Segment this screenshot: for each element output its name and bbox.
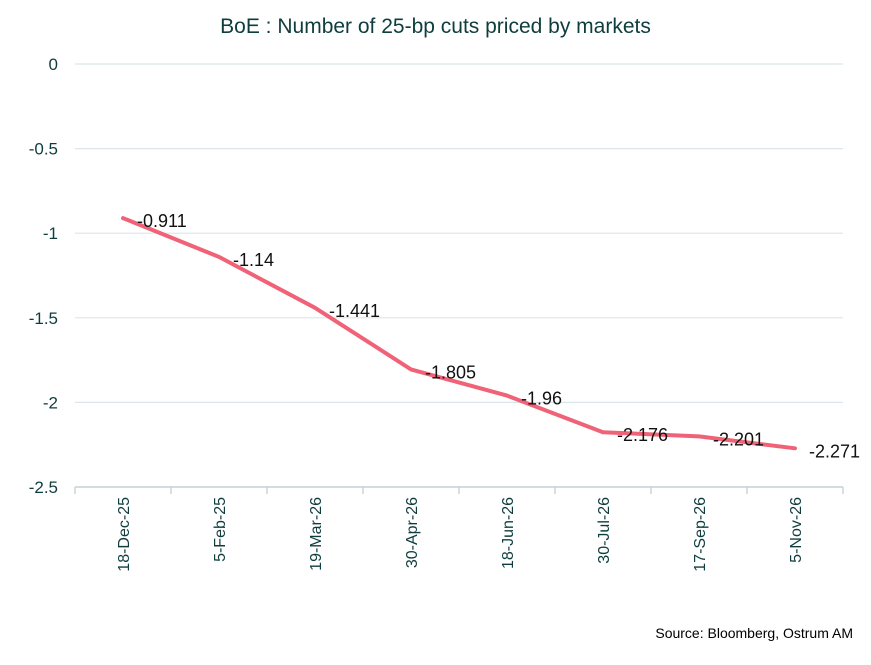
data-labels: -0.911 -1.14 -1.441 -1.805 -1.96 -2.176 -2.201… — [137, 211, 860, 461]
data-label: -2.271 — [809, 441, 860, 461]
y-tick-label: 0 — [49, 55, 58, 74]
chart-title: BoE : Number of 25-bp cuts priced by mar… — [220, 15, 651, 38]
y-tick-label: -0.5 — [29, 140, 58, 159]
series-cuts-priced — [121, 216, 797, 451]
source-note: Source: Bloomberg, Ostrum AM — [655, 625, 853, 641]
y-axis-ticks: 0 -0.5 -1 -1.5 -2 -2.5 — [29, 55, 58, 497]
x-axis-ticks: 18-Dec-25 5-Feb-25 19-Mar-26 30-Apr-26 18-Ju… — [116, 497, 805, 572]
x-tick-label: 19-Mar-26 — [308, 497, 325, 571]
x-tick-label: 18-Jun-26 — [500, 497, 517, 569]
data-label: -1.805 — [425, 362, 476, 382]
y-tick-label: -2 — [43, 393, 58, 412]
y-tick-label: -1.5 — [29, 309, 58, 328]
data-label: -0.911 — [137, 211, 187, 231]
data-label: -1.96 — [521, 389, 562, 409]
data-label: -2.201 — [713, 429, 764, 449]
x-tick-label: 18-Dec-25 — [116, 497, 133, 572]
series-line — [121, 216, 797, 451]
y-tick-label: -1 — [43, 224, 58, 243]
x-tick-label: 30-Jul-26 — [596, 497, 613, 564]
x-tick-label: 17-Sep-26 — [692, 497, 709, 572]
x-tick-label: 5-Nov-26 — [788, 497, 805, 563]
data-label: -1.441 — [329, 301, 380, 321]
x-tick-label: 30-Apr-26 — [404, 497, 421, 568]
x-tick-label: 5-Feb-25 — [212, 497, 229, 562]
data-label: -2.176 — [617, 425, 668, 445]
data-label: -1.14 — [233, 250, 274, 270]
grid-lines — [74, 63, 844, 494]
y-tick-label: -2.5 — [29, 478, 58, 497]
